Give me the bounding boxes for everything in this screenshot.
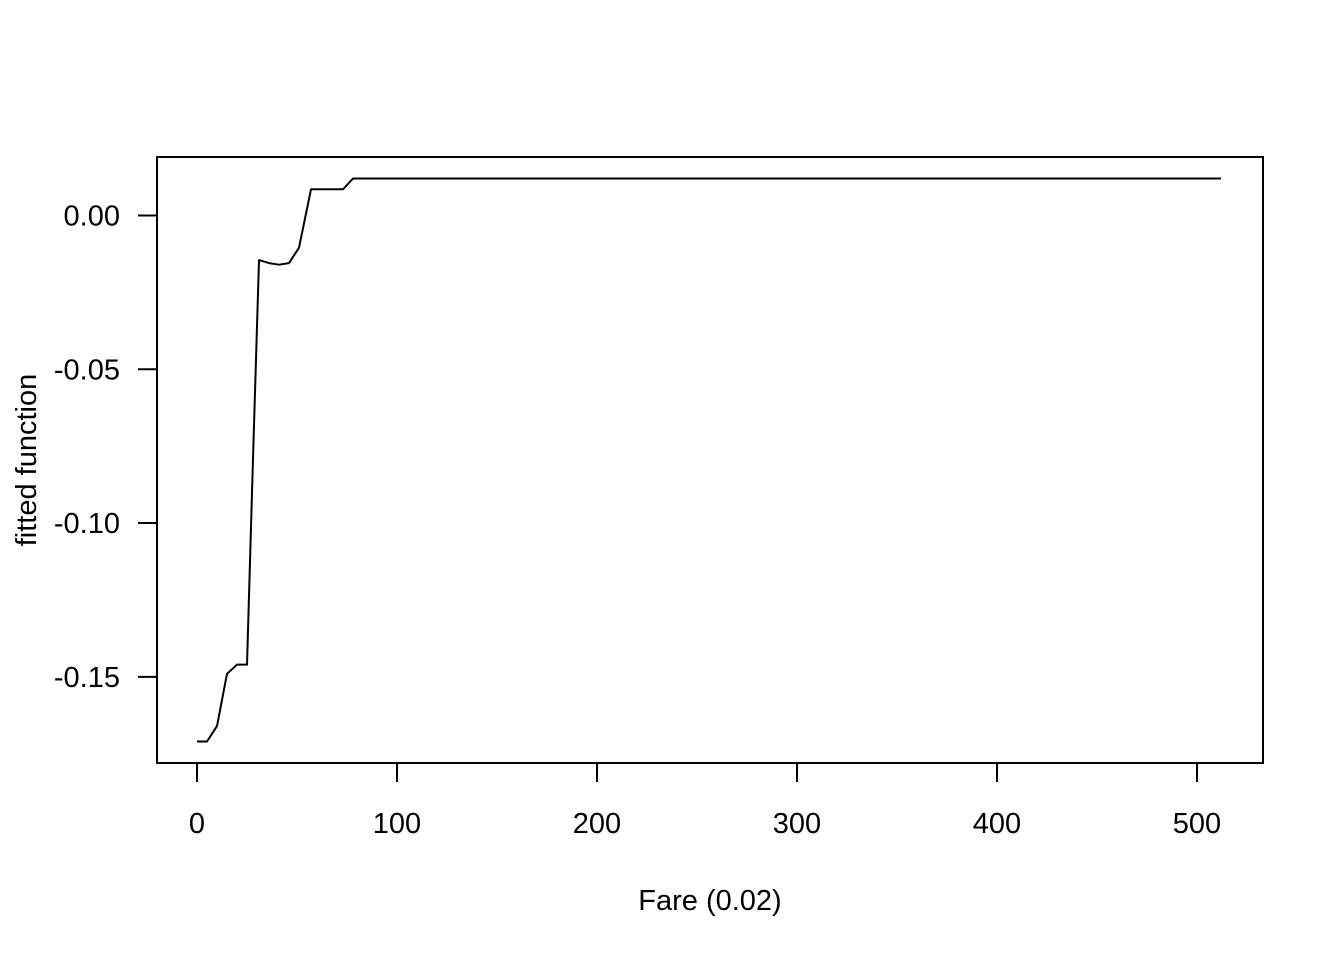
y-axis-title: fitted function: [11, 374, 43, 547]
y-tick-label: -0.15: [54, 662, 120, 694]
x-axis-title: Fare (0.02): [638, 885, 781, 917]
series-group: [197, 177, 1221, 743]
x-tick-label: 200: [573, 808, 621, 840]
x-axis: 0 100 200 300 400 500: [189, 762, 1221, 840]
x-tick-label: 0: [189, 808, 205, 840]
y-axis: -0.15 -0.10 -0.05 0.00: [54, 200, 158, 694]
x-tick-label: 100: [373, 808, 421, 840]
y-tick-label: 0.00: [64, 200, 120, 232]
x-tick-label: 400: [973, 808, 1021, 840]
x-tick-label: 300: [773, 808, 821, 840]
y-tick-label: -0.05: [54, 354, 120, 386]
x-tick-label: 500: [1173, 808, 1221, 840]
y-tick-label: -0.10: [54, 508, 120, 540]
series-line: [197, 177, 1221, 743]
plot-frame: [156, 156, 1264, 764]
